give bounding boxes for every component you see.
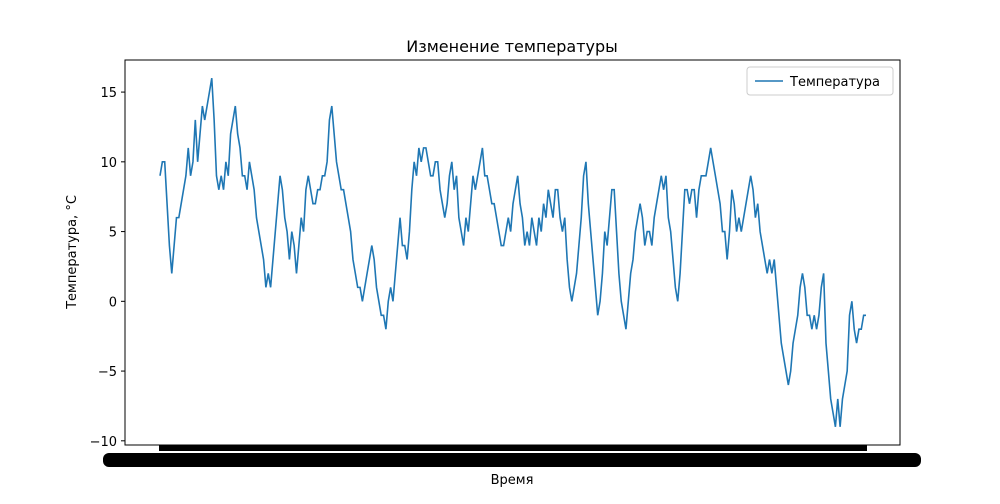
y-tick-label: −10 (90, 435, 117, 450)
y-tick-label: 10 (100, 156, 117, 171)
legend-label: Температура (789, 75, 880, 90)
y-axis-label: Температура, °C (65, 195, 80, 310)
legend-box (746, 66, 894, 96)
plot-frame (124, 59, 901, 446)
line (159, 77, 866, 428)
y-tick-label: 5 (109, 226, 117, 241)
y-tick-label: −5 (98, 365, 117, 380)
x-tick-labels-overlap (103, 453, 921, 467)
chart-title: Изменение температуры (406, 37, 618, 56)
x-tick-marks (159, 445, 867, 451)
y-tick-label: 15 (100, 86, 117, 101)
x-axis-label: Время (491, 473, 534, 488)
y-tick-label: 0 (109, 295, 117, 310)
